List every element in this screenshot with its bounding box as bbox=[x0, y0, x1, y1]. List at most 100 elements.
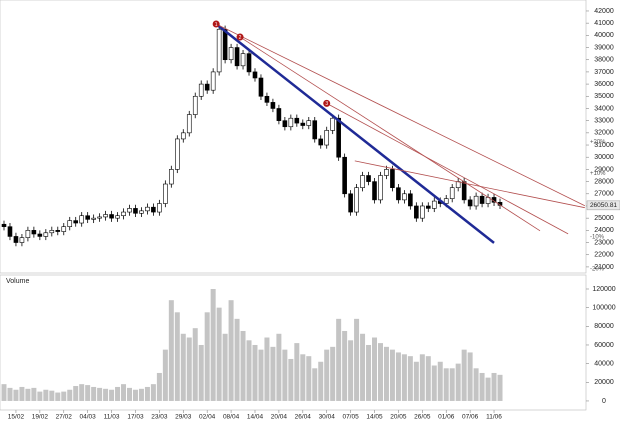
volume-bar bbox=[246, 340, 252, 401]
x-tick-label: 17/03 bbox=[127, 414, 144, 421]
candle-body bbox=[449, 187, 455, 199]
candle-body bbox=[55, 230, 61, 232]
x-tick-label: 29/03 bbox=[175, 414, 192, 421]
candle-body bbox=[79, 215, 84, 224]
x-tick-label: 08/04 bbox=[223, 414, 240, 421]
volume-bar bbox=[204, 312, 210, 401]
volume-bar bbox=[264, 337, 270, 401]
y-tick-label: 21000 bbox=[594, 264, 614, 271]
candle-body bbox=[479, 195, 485, 204]
candle-body bbox=[91, 217, 96, 220]
candle-body bbox=[1, 223, 7, 227]
trend-line bbox=[326, 102, 569, 235]
volume-bar bbox=[79, 384, 85, 401]
volume-bar bbox=[1, 384, 7, 401]
y-tick-label: 28000 bbox=[594, 178, 614, 185]
candle-body bbox=[85, 215, 90, 220]
candle-body bbox=[378, 175, 383, 201]
candle-body bbox=[31, 230, 37, 235]
candle-body bbox=[204, 83, 210, 91]
candle-body bbox=[360, 175, 365, 188]
volume-bar bbox=[55, 392, 61, 401]
x-tick-label: 14/05 bbox=[366, 414, 383, 421]
volume-bar bbox=[294, 343, 300, 401]
volume-bar bbox=[270, 346, 276, 401]
volume-bar bbox=[126, 387, 132, 401]
volume-bar bbox=[115, 386, 121, 401]
volume-bar bbox=[395, 352, 401, 401]
volume-bar bbox=[198, 344, 204, 401]
volume-bar bbox=[276, 333, 282, 401]
candle-body bbox=[318, 138, 324, 146]
marker bbox=[212, 20, 220, 28]
volume-bar bbox=[13, 389, 19, 401]
y-tick-label: 100000 bbox=[592, 304, 615, 311]
volume-bar bbox=[491, 372, 497, 401]
y-tick-label: 25000 bbox=[594, 215, 614, 222]
candle-body bbox=[180, 132, 186, 140]
candle-body bbox=[151, 206, 156, 213]
volume-title: Volume bbox=[6, 278, 29, 285]
y-tick-label: 37000 bbox=[594, 69, 614, 76]
volume-bar bbox=[467, 352, 473, 401]
x-tick-label: 07/05 bbox=[342, 414, 359, 421]
candle-body bbox=[7, 226, 13, 237]
volume-bar bbox=[336, 318, 342, 401]
candle-body bbox=[169, 169, 174, 185]
volume-bar bbox=[377, 343, 383, 401]
y-tick-label: 27000 bbox=[594, 191, 614, 198]
candle-body bbox=[186, 114, 192, 134]
candle-body bbox=[384, 169, 389, 176]
candle-body bbox=[330, 117, 335, 131]
volume-bar bbox=[354, 318, 360, 401]
marker bbox=[323, 99, 331, 107]
candle-body bbox=[175, 138, 180, 170]
marker bbox=[236, 33, 244, 41]
volume-bar bbox=[318, 361, 324, 401]
candle-body bbox=[372, 181, 377, 201]
x-tick-label: 20/05 bbox=[390, 414, 407, 421]
volume-bar bbox=[150, 384, 156, 401]
volume-bar bbox=[330, 346, 336, 401]
x-tick-label: 04/03 bbox=[80, 414, 97, 421]
volume-bar bbox=[300, 354, 306, 401]
volume-bar bbox=[121, 384, 127, 401]
y-tick-label: 40000 bbox=[594, 32, 614, 39]
candle-body bbox=[390, 169, 395, 188]
candle-body bbox=[192, 95, 198, 115]
volume-bar bbox=[288, 358, 294, 401]
volume-bar bbox=[282, 349, 288, 401]
candle-body bbox=[306, 120, 312, 126]
candle-body bbox=[288, 117, 294, 128]
candle-body bbox=[252, 71, 258, 79]
y-tick-label: 36000 bbox=[594, 81, 614, 88]
volume-bar bbox=[342, 330, 348, 401]
volume-bar bbox=[138, 388, 144, 401]
volume-bar bbox=[97, 387, 103, 401]
volume-bar bbox=[103, 388, 109, 401]
candle-body bbox=[246, 53, 252, 73]
x-tick-label: 15/02 bbox=[8, 414, 25, 421]
candle-body bbox=[258, 77, 264, 97]
volume-bar bbox=[216, 307, 222, 401]
x-tick-label: 30/04 bbox=[319, 414, 336, 421]
candle-body bbox=[348, 193, 353, 213]
x-tick-label: 01/06 bbox=[438, 414, 455, 421]
volume-bar bbox=[425, 356, 431, 401]
x-tick-label: 26/04 bbox=[295, 414, 312, 421]
candle-body bbox=[216, 28, 222, 73]
candle-body bbox=[228, 47, 234, 61]
candle-body bbox=[354, 187, 359, 213]
volume-bar bbox=[61, 391, 67, 401]
candle-body bbox=[109, 214, 114, 219]
candle-body bbox=[408, 193, 413, 207]
candle-body bbox=[121, 211, 126, 217]
candle-body bbox=[420, 205, 425, 219]
volume-bar bbox=[437, 361, 443, 401]
y-tick-label: 39000 bbox=[594, 44, 614, 51]
y-tick-label: 22000 bbox=[594, 252, 614, 259]
volume-bar bbox=[252, 344, 258, 401]
candle-body bbox=[97, 216, 102, 219]
volume-bar bbox=[156, 372, 162, 401]
candle-body bbox=[157, 203, 162, 213]
